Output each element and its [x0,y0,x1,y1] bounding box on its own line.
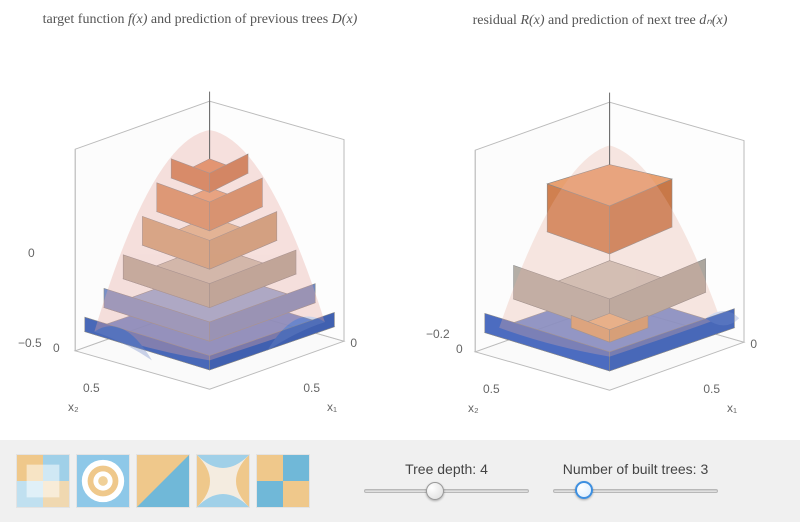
right-y-tick: 0.5 [483,382,500,396]
left-x-axis-label: x₁ [327,400,337,414]
left-chart-title: target function f(x) and prediction of p… [8,8,392,36]
tree-depth-slider[interactable] [364,481,529,501]
built-trees-slider-thumb[interactable] [575,481,593,499]
right-y-origin: 0 [456,342,463,356]
right-chart-title: residual R(x) and prediction of next tre… [408,8,792,37]
tree-depth-label: Tree depth: 4 [405,461,488,477]
right-chart-panel: residual R(x) and prediction of next tre… [400,0,800,440]
left-3d-plot[interactable]: 0 −0.5 0 0 0.5 0.5 x₂ x₁ [8,36,392,416]
left-x-tick: 0.5 [303,381,320,395]
left-z-tick-neg: −0.5 [18,336,42,350]
built-trees-control: Number of built trees: 3 [553,461,718,501]
right-z-tick-neg: −0.2 [426,327,450,341]
title-fn-f: f(x) [128,12,147,27]
right-x-tick: 0.5 [703,382,720,396]
right-x-origin: 0 [750,337,757,351]
built-trees-label: Number of built trees: 3 [563,461,709,477]
built-trees-slider[interactable] [553,481,718,501]
thumb-pattern-quadrants[interactable] [16,454,70,508]
built-trees-value: 3 [700,461,708,477]
title-text: residual [473,13,521,28]
title-text: and prediction of previous trees [147,12,331,27]
pattern-thumbnails [16,454,310,508]
left-x-origin: 0 [350,336,357,350]
right-3d-plot[interactable]: −0.2 0 0 0.5 0.5 x₂ x₁ [408,37,792,417]
thumb-pattern-diagonal[interactable] [136,454,190,508]
left-z-tick-0: 0 [28,246,35,260]
tree-depth-control: Tree depth: 4 [364,461,529,501]
title-text: target function [43,12,128,27]
label-text: Tree depth: [405,461,480,477]
title-fn-r: R(x) [520,13,544,28]
left-chart-panel: target function f(x) and prediction of p… [0,0,400,440]
left-y-origin: 0 [53,341,60,355]
label-text: Number of built trees: [563,461,701,477]
thumb-pattern-rings[interactable] [76,454,130,508]
right-y-axis-label: x₂ [468,401,479,415]
thumb-pattern-checker[interactable] [256,454,310,508]
thumb-pattern-corners[interactable] [196,454,250,508]
controls-bar: Tree depth: 4 Number of built trees: 3 [0,440,800,522]
right-x-axis-label: x₁ [727,401,737,415]
title-fn-dn: dₙ(x) [699,13,727,28]
left-y-axis-label: x₂ [68,400,79,414]
title-text: and prediction of next tree [545,13,700,28]
left-y-tick: 0.5 [83,381,100,395]
tree-depth-slider-thumb[interactable] [426,482,444,500]
tree-depth-value: 4 [480,461,488,477]
title-fn-d: D(x) [332,12,358,27]
